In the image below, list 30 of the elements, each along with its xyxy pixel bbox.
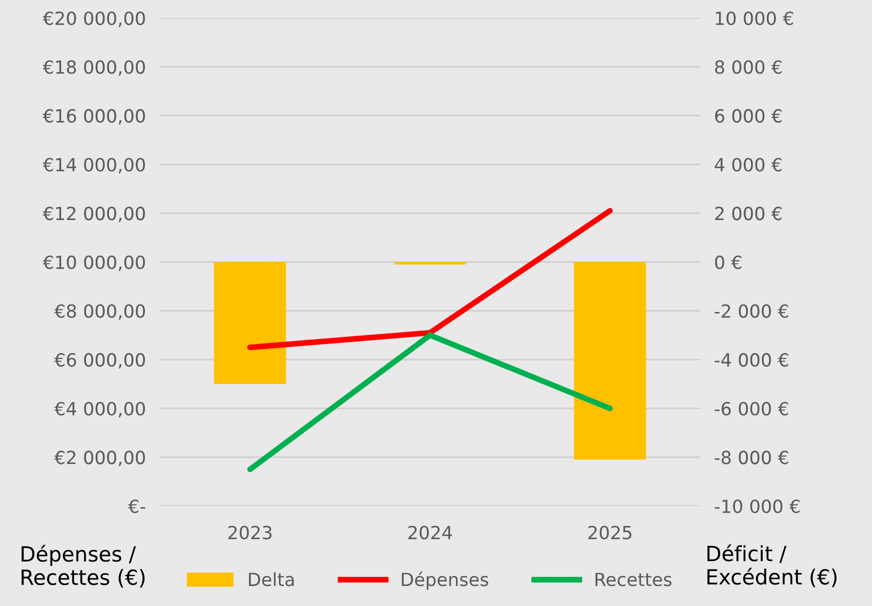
y2-tick-label: 10 000 € [716,11,794,26]
y2-axis-title: Déficit / Excédent (€) [707,544,837,588]
y-tick-label: €12 000,00 [42,206,145,222]
x-tick-label: 2023 [228,526,272,540]
y2-tick-label: 2 000 € [715,206,782,220]
y-tick-label: €6 000,00 [54,353,145,369]
y-tick-label: €- [128,499,146,514]
y2-tick-label: 6 000 € [715,109,782,123]
x-tick-label: 2024 [408,526,452,540]
legend-label: Dépenses [402,572,488,590]
y-axis-title: Dépenses / Recettes (€) [22,544,145,588]
y2-tick-label: 4 000 € [714,158,782,172]
x-tick-label: 2025 [588,526,632,540]
y-tick-label: €4 000,00 [54,402,145,418]
legend-label: Delta [249,572,294,586]
legend-label: Recettes [596,572,672,586]
y-tick-label: €2 000,00 [54,450,145,466]
y2-tick-label: 0 € [715,255,742,270]
y-tick-label: €10 000,00 [42,255,145,271]
y2-tick-label: -4 000 € [714,353,788,367]
y2-tick-label: 8 000 € [715,60,782,74]
y-tick-label: €18 000,00 [42,60,145,76]
y2-tick-label: -2 000 € [714,304,788,318]
y2-tick-label: -6 000 € [714,402,788,416]
y-tick-label: €20 000,00 [42,11,145,27]
y-tick-label: €14 000,00 [42,158,145,174]
y-tick-label: €8 000,00 [54,304,145,320]
y2-tick-label: -10 000 € [714,499,800,514]
y2-tick-label: -8 000 € [714,450,788,464]
y-tick-label: €16 000,00 [42,109,145,125]
